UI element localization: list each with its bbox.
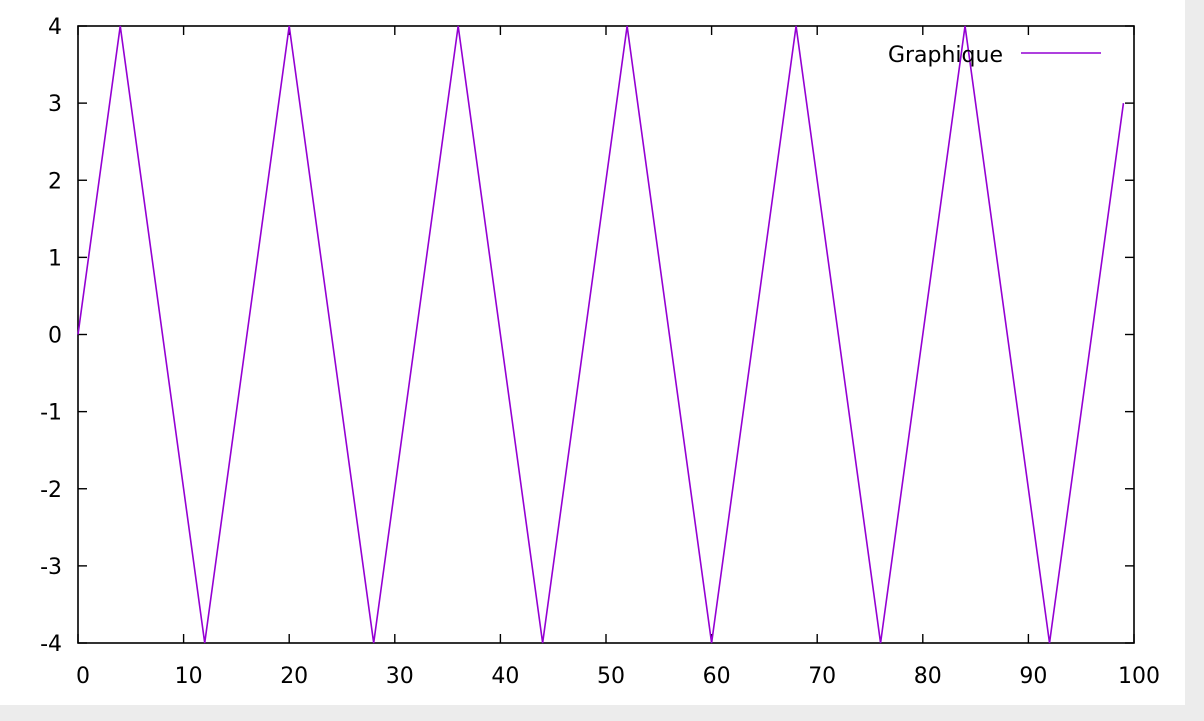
x-tick-label: 70 [808, 664, 836, 689]
x-tick-label: 50 [597, 664, 625, 689]
x-tick-label: 20 [280, 664, 308, 689]
y-tick-label: -4 [40, 632, 62, 657]
x-tick-label: 90 [1019, 664, 1047, 689]
y-tick-label: 3 [48, 92, 62, 117]
x-tick-label: 0 [76, 664, 90, 689]
y-tick-label: 4 [48, 15, 62, 40]
series-line-0 [77, 25, 1125, 644]
y-axis-tick-labels: 4 3 2 1 0 -1 -2 -3 -4 [40, 15, 62, 657]
y-tick-label: -1 [40, 401, 62, 426]
x-tick-label: 30 [386, 664, 414, 689]
legend: Graphique [888, 43, 1101, 68]
plot-frame [77, 25, 1135, 644]
plot-area: 0 10 20 30 40 50 60 70 80 90 100 4 3 2 1 0 -1 -2 -3 -4 Gra… [0, 0, 1185, 705]
x-tick-label: 40 [491, 664, 519, 689]
y-tick-label: 0 [48, 324, 62, 349]
x-tick-label: 10 [175, 664, 203, 689]
y-tick-label: 2 [48, 169, 62, 194]
y-tick-label: -3 [40, 555, 62, 580]
y-tick-label: 1 [48, 246, 62, 271]
legend-label: Graphique [888, 43, 1003, 68]
x-axis-tick-labels: 0 10 20 30 40 50 60 70 80 90 100 [76, 664, 1160, 689]
series-group [77, 25, 1125, 644]
x-tick-label: 100 [1118, 664, 1160, 689]
y-tick-label: -2 [40, 478, 62, 503]
x-tick-label: 80 [914, 664, 942, 689]
x-tick-label: 60 [703, 664, 731, 689]
axis-ticks [77, 25, 1135, 644]
